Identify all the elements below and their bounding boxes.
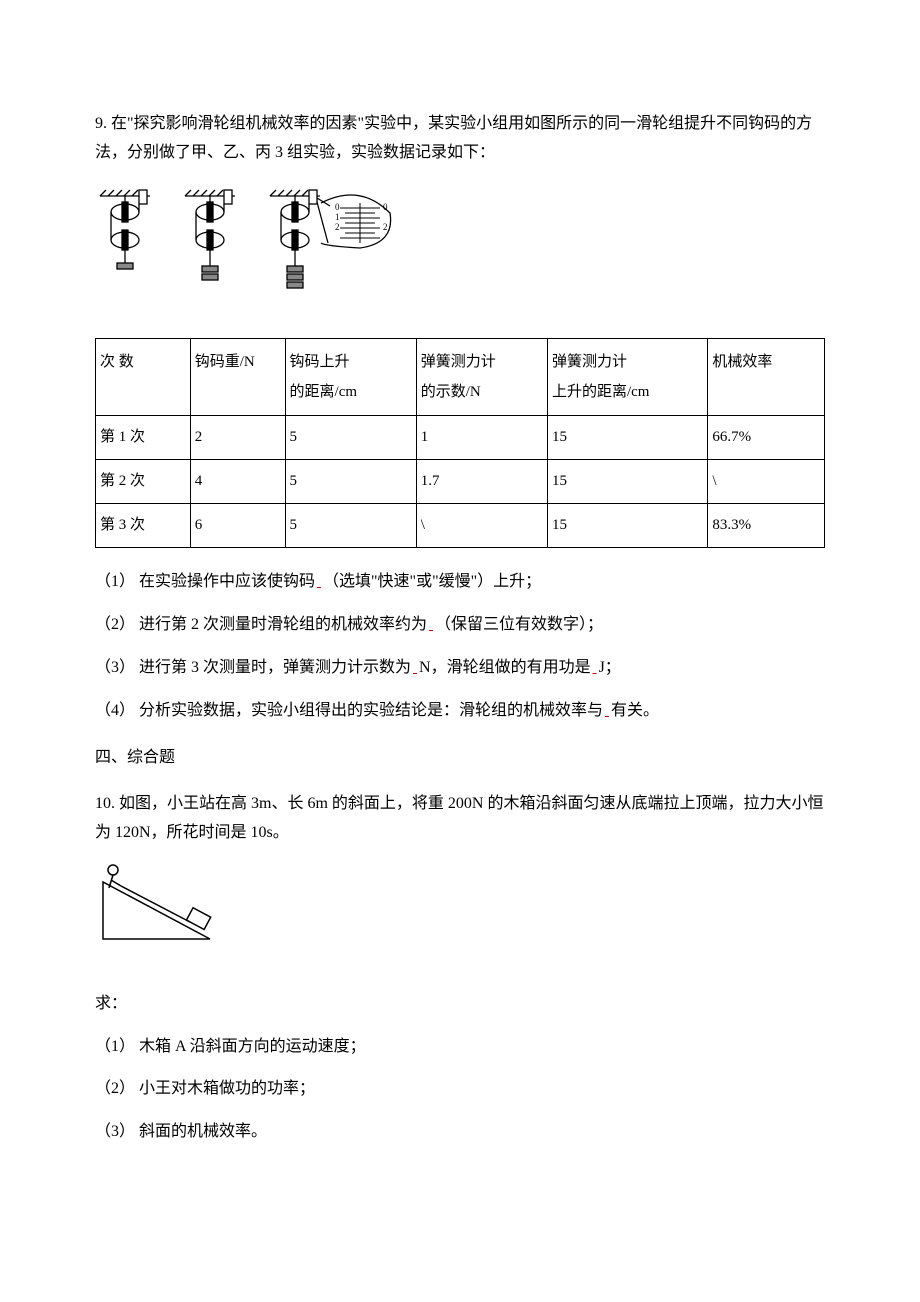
- cell: 15: [547, 416, 707, 460]
- pulley-svg: 0 0 1 2 2: [95, 188, 405, 303]
- cell: 83.3%: [708, 504, 825, 548]
- th-efficiency: 机械效率: [708, 339, 825, 416]
- q10-qiu: 求：: [95, 990, 825, 1019]
- cell: 第 2 次: [96, 460, 191, 504]
- q9-sub2: （2） 进行第 2 次测量时滑轮组的机械效率约为 （保留三位有效数字）；: [95, 611, 825, 640]
- cell: 1.7: [416, 460, 547, 504]
- cell: \: [416, 504, 547, 548]
- cell: 5: [285, 460, 416, 504]
- q10-sub3: （3） 斜面的机械效率。: [95, 1118, 825, 1147]
- cell: 15: [547, 504, 707, 548]
- table-header-row: 次 数 钩码重/N 钩码上升的距离/cm 弹簧测力计的示数/N 弹簧测力计上升的…: [96, 339, 825, 416]
- q10-sub1: （1） 木箱 A 沿斜面方向的运动速度；: [95, 1033, 825, 1062]
- q9-sub4: （4） 分析实验数据，实验小组得出的实验结论是：滑轮组的机械效率与 有关。: [95, 697, 825, 726]
- th-trial: 次 数: [96, 339, 191, 416]
- cell: \: [708, 460, 825, 504]
- table-row: 第 3 次 6 5 \ 15 83.3%: [96, 504, 825, 548]
- th-rise-dist: 钩码上升的距离/cm: [285, 339, 416, 416]
- cell: 15: [547, 460, 707, 504]
- section-4-heading: 四、综合题: [95, 744, 825, 773]
- svg-text:2: 2: [383, 222, 388, 232]
- table-row: 第 2 次 4 5 1.7 15 \: [96, 460, 825, 504]
- cell: 1: [416, 416, 547, 460]
- q10-sub2: （2） 小王对木箱做功的功率；: [95, 1075, 825, 1104]
- blank: [427, 616, 435, 633]
- cell: 5: [285, 504, 416, 548]
- cell: 66.7%: [708, 416, 825, 460]
- th-weight: 钩码重/N: [190, 339, 285, 416]
- blank: [411, 659, 419, 676]
- blank: [591, 659, 599, 676]
- cell: 4: [190, 460, 285, 504]
- cell: 6: [190, 504, 285, 548]
- q10-intro: 10. 如图，小王站在高 3m、长 6m 的斜面上，将重 200N 的木箱沿斜面…: [95, 790, 825, 848]
- data-table: 次 数 钩码重/N 钩码上升的距离/cm 弹簧测力计的示数/N 弹簧测力计上升的…: [95, 338, 825, 548]
- cell: 第 1 次: [96, 416, 191, 460]
- svg-text:1: 1: [335, 212, 340, 222]
- incline-svg: [95, 864, 225, 954]
- cell: 2: [190, 416, 285, 460]
- blank: [603, 702, 611, 719]
- svg-text:0: 0: [383, 202, 388, 212]
- table-row: 第 1 次 2 5 1 15 66.7%: [96, 416, 825, 460]
- blank: [315, 573, 323, 590]
- q9-sub3: （3） 进行第 3 次测量时，弹簧测力计示数为 N，滑轮组做的有用功是 J；: [95, 654, 825, 683]
- q9-sub1: （1） 在实验操作中应该使钩码 （选填"快速"或"缓慢"）上升；: [95, 568, 825, 597]
- q9-intro: 9. 在"探究影响滑轮组机械效率的因素"实验中，某实验小组用如图所示的同一滑轮组…: [95, 110, 825, 168]
- cell: 第 3 次: [96, 504, 191, 548]
- pulley-diagrams: 0 0 1 2 2: [95, 188, 825, 314]
- th-scale-reading: 弹簧测力计的示数/N: [416, 339, 547, 416]
- svg-text:2: 2: [335, 222, 340, 232]
- cell: 5: [285, 416, 416, 460]
- incline-diagram: [95, 864, 825, 965]
- th-scale-dist: 弹簧测力计上升的距离/cm: [547, 339, 707, 416]
- svg-text:0: 0: [335, 202, 340, 212]
